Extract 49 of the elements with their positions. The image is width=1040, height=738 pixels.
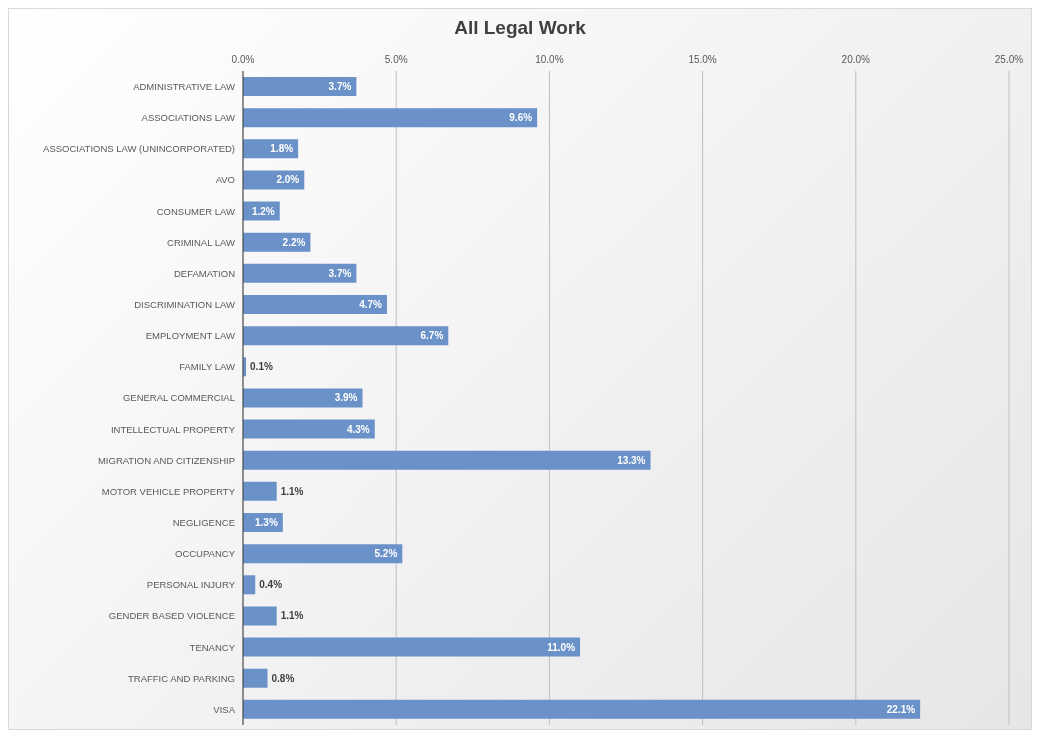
data-label: 1.1% [280,485,304,497]
y-tick-label: GENERAL COMMERCIAL [122,392,235,404]
y-tick-label: DEFAMATION [173,267,236,279]
data-label: 2.2% [282,236,306,248]
data-label: 0.4% [259,579,283,591]
y-tick-label: TENANCY [189,641,236,653]
y-tick-label: AVO [215,174,235,186]
y-tick-label: DISCRIMINATION LAW [134,298,236,310]
data-label: 0.1% [250,361,273,373]
data-label: 3.7% [328,267,352,279]
y-tick-label: EMPLOYMENT LAW [145,330,236,342]
data-label: 1.2% [251,205,275,217]
y-tick-label: INTELLECTUAL PROPERTY [110,423,236,435]
y-tick-label: CRIMINAL LAW [167,236,236,248]
y-tick-label: FAMILY LAW [179,361,236,373]
x-tick-label: 0.0% [231,54,255,65]
data-label: 5.2% [374,548,398,560]
x-tick-label: 20.0% [841,54,871,65]
x-tick-label: 15.0% [688,54,717,65]
y-tick-label: MOTOR VEHICLE PROPERTY [101,485,236,497]
data-label: 3.7% [328,81,352,92]
y-tick-label: NEGLIGENCE [172,516,235,528]
y-tick-label: TRAFFIC AND PARKING [128,672,235,684]
data-label: 11.0% [547,641,576,653]
data-label: 9.6% [509,112,533,124]
data-label: 4.3% [346,423,370,435]
y-tick-label: MIGRATION AND CITIZENSHIP [97,454,235,466]
data-label: 22.1% [886,703,916,715]
y-tick-label: ASSOCIATIONS LAW (UNINCORPORATED) [43,143,235,155]
y-tick-label: VISA [213,703,236,715]
data-label: 4.7% [359,299,383,310]
y-tick-label: CONSUMER LAW [156,205,236,217]
data-label: 1.3% [255,517,278,528]
y-tick-label: PERSONAL INJURY [146,579,236,591]
y-tick-label: ADMINISTRATIVE LAW [133,80,236,92]
x-tick-label: 25.0% [994,54,1024,65]
data-label: 13.3% [617,454,646,466]
data-label: 1.1% [280,610,304,622]
x-tick-label: 10.0% [535,54,564,65]
data-label: 0.8% [271,672,295,684]
data-label: 6.7% [420,330,444,342]
y-tick-label: ASSOCIATIONS LAW [141,112,236,124]
x-tick-label: 5.0% [384,54,408,65]
chart-title: All Legal Work [453,16,587,40]
y-tick-label: GENDER BASED VIOLENCE [108,610,235,622]
y-tick-label: OCCUPANCY [175,548,236,560]
data-label: 1.8% [270,143,294,155]
data-label: 3.9% [334,392,358,404]
data-label: 2.0% [276,174,300,186]
